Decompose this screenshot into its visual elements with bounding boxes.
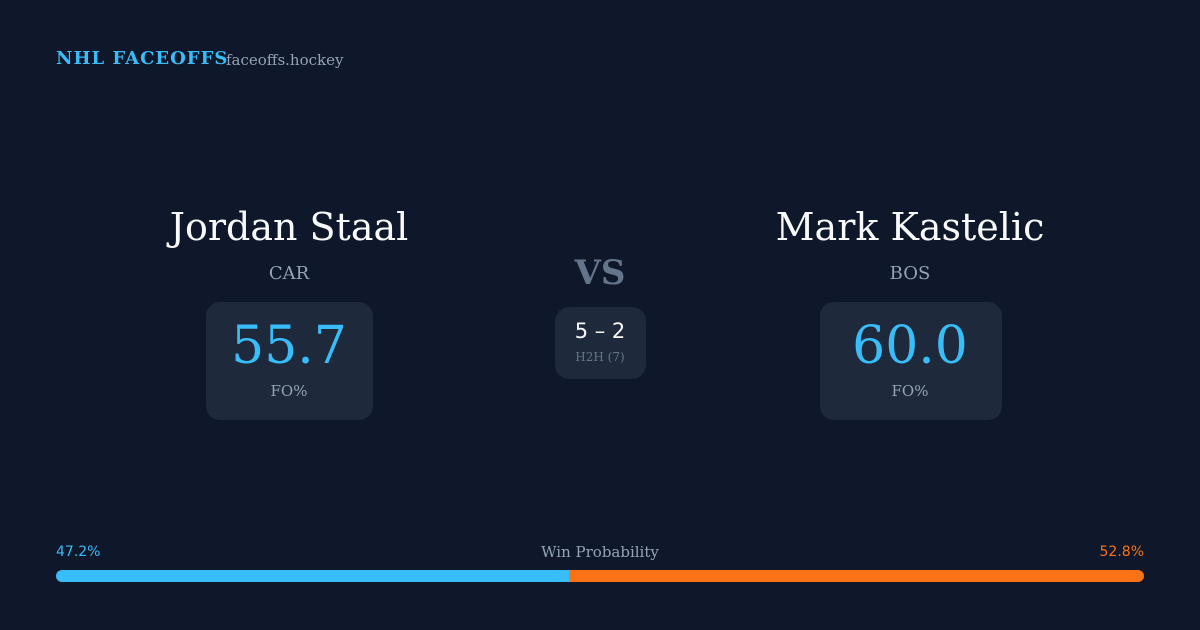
h2h-box: [555, 307, 646, 379]
probability-label: 52.8%: [1099, 544, 1144, 560]
probability-bar: [56, 570, 1144, 582]
stat-box: [820, 302, 1002, 420]
site: faceoffs.hockey: [226, 51, 344, 69]
probability-segment: [569, 570, 1144, 582]
team: BOS: [889, 263, 931, 284]
player-name: Jordan Staal: [169, 205, 409, 249]
bar-title: Win Probability: [541, 543, 659, 561]
h2h-record: 5 – 2: [574, 319, 626, 343]
player-name: Mark Kastelic: [775, 205, 1045, 249]
vs: VS: [574, 253, 626, 293]
stat-value: 60.0: [852, 316, 968, 376]
stat-box: [206, 302, 373, 420]
h2h-note: H2H (7): [575, 350, 625, 364]
probability-segment: [56, 570, 570, 582]
brand: NHL FACEOFFS: [56, 48, 229, 69]
stat-value: 55.7: [231, 316, 347, 376]
team: CAR: [268, 263, 310, 284]
stat-label: FO%: [270, 382, 308, 400]
stat-label: FO%: [891, 382, 929, 400]
probability-label: 47.2%: [56, 544, 101, 560]
